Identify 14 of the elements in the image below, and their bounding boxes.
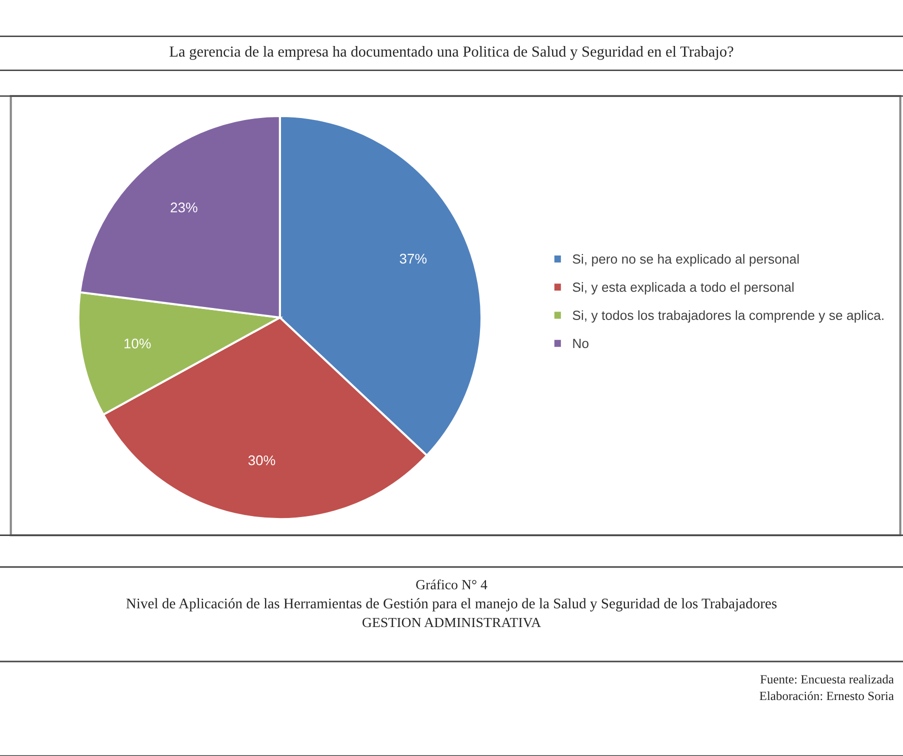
legend-label: No [573,338,588,348]
source-note: Fuente: Encuesta realizada [760,674,894,684]
text: GESTION ADMINISTRATIVA [362,618,541,628]
legend-label: Si, y esta explicada a todo el personal [572,282,794,294]
data-label: 10% [124,338,151,348]
data-label: 30% [248,455,276,466]
text: Elaboración: Ernesto Soria [760,691,894,700]
chart-title: La gerencia de la empresa ha documentado una Politica de Salud y Seguridad en el Trabajo? [170,46,734,60]
legend-label: Si, pero no se ha explicado al personal [572,254,799,266]
data-label: 37% [400,254,427,264]
data-label: 23% [170,202,198,212]
text: Gráfico N° 4 [416,579,488,590]
text: Nivel de Aplicación de las Herramientas de Gestión para el manejo de la Salud y Seguridad de los Trabajadores [126,598,777,612]
legend-label: Si, y todos los trabajadores la comprende y se aplica. [572,310,884,323]
